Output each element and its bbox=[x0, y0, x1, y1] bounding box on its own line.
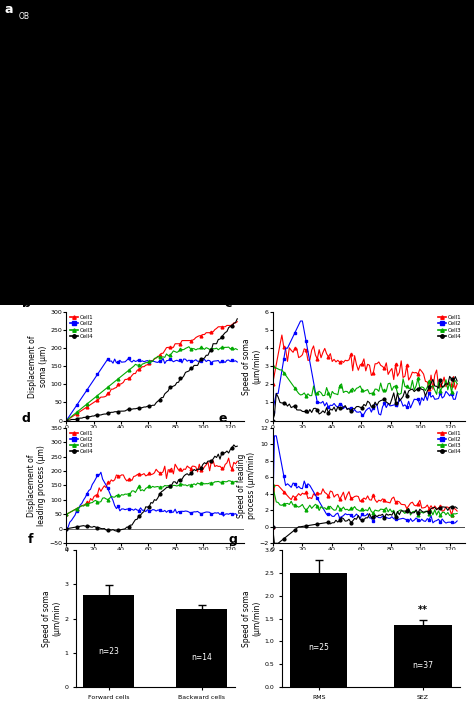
Text: n=23: n=23 bbox=[98, 648, 119, 656]
X-axis label: Time(min): Time(min) bbox=[349, 435, 388, 444]
Text: **: ** bbox=[418, 605, 428, 615]
Text: b: b bbox=[22, 297, 31, 310]
X-axis label: Time(min): Time(min) bbox=[136, 558, 175, 567]
Y-axis label: Speed of soma
(μm/min): Speed of soma (μm/min) bbox=[42, 590, 62, 647]
Legend: Cell1, Cell2, Cell3, Cell4: Cell1, Cell2, Cell3, Cell4 bbox=[69, 315, 94, 339]
Bar bbox=[83, 594, 134, 687]
Text: n=25: n=25 bbox=[309, 643, 329, 652]
Y-axis label: Speed of soma
(μm/min): Speed of soma (μm/min) bbox=[242, 338, 262, 395]
Y-axis label: Displacement of
leading process (μm): Displacement of leading process (μm) bbox=[27, 445, 46, 526]
Y-axis label: Displacement of
soma (μm): Displacement of soma (μm) bbox=[28, 335, 48, 397]
Text: c: c bbox=[225, 297, 232, 310]
Text: OB: OB bbox=[19, 12, 30, 21]
Bar bbox=[176, 609, 228, 687]
Y-axis label: Speed of soma
(μm/min): Speed of soma (μm/min) bbox=[242, 590, 262, 647]
Text: a: a bbox=[5, 3, 13, 16]
Bar bbox=[394, 625, 452, 687]
Legend: Cell1, Cell2, Cell3, Cell4: Cell1, Cell2, Cell3, Cell4 bbox=[437, 315, 462, 339]
X-axis label: Time(min): Time(min) bbox=[349, 558, 388, 567]
Text: e: e bbox=[219, 411, 228, 425]
Bar bbox=[290, 573, 347, 687]
Text: n=14: n=14 bbox=[191, 653, 212, 662]
Legend: Cell1, Cell2, Cell3, Cell4: Cell1, Cell2, Cell3, Cell4 bbox=[437, 430, 462, 455]
Legend: Cell1, Cell2, Cell3, Cell4: Cell1, Cell2, Cell3, Cell4 bbox=[69, 430, 94, 455]
Text: n=37: n=37 bbox=[412, 661, 434, 670]
Y-axis label: Speed of leading
process (μm/min): Speed of leading process (μm/min) bbox=[237, 452, 256, 519]
Text: f: f bbox=[28, 533, 34, 547]
Text: g: g bbox=[228, 533, 237, 547]
X-axis label: Time(min): Time(min) bbox=[136, 435, 175, 444]
Text: d: d bbox=[22, 411, 31, 425]
